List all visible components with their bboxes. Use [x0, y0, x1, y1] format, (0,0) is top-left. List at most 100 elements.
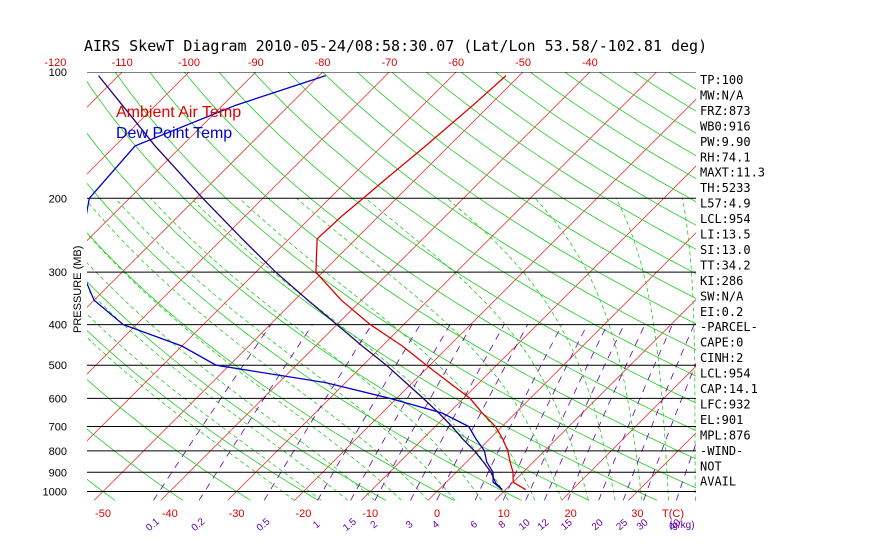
profile-dew-point-temp: [87, 74, 503, 491]
bottom-unit-label: T(C): [662, 508, 684, 520]
moist-adiabat-line: [239, 198, 536, 501]
moist-adiabat-line: [296, 197, 563, 501]
index-label: SI:13.0: [700, 243, 751, 257]
mixing-ratio-label: 8: [497, 519, 509, 531]
mixing-ratio-label: 2: [369, 519, 381, 531]
index-label: NOT: [700, 459, 722, 473]
moist-adiabat-line: [682, 198, 696, 501]
pressure-tick-label: 600: [49, 393, 67, 405]
dry-adiabat-line: [87, 478, 116, 501]
legend-dew-point-temp: Dew Point Temp: [116, 125, 232, 142]
mixing-ratio-line: [410, 324, 505, 501]
isotherm-line: [93, 72, 524, 501]
isotherm-line: [87, 72, 190, 175]
sounding-profiles: [87, 74, 527, 491]
mixing-ratio-labels: 0.1 0.2 0.5 1 1.5 2 3 4 6 8 10 12 15 20 25 30 40: [144, 516, 683, 534]
mixing-ratio-line: [153, 324, 272, 501]
dry-adiabat-line: [87, 330, 319, 501]
bottom-temp-tick-label: 30: [631, 508, 643, 520]
pressure-tick-label: 1000: [43, 487, 67, 499]
mixing-ratio-line: [374, 324, 473, 501]
mixing-ratio-lines: [153, 324, 696, 501]
index-label: CINH:2: [700, 351, 743, 365]
mixing-ratio-line: [544, 324, 625, 501]
index-label: TH:5233: [700, 181, 751, 195]
mixing-ratio-line: [436, 324, 529, 501]
index-label: MAXT:11.3: [700, 166, 765, 180]
chart-title: AIRS SkewT Diagram 2010-05-24/08:58:30.0…: [84, 37, 707, 55]
bottom-temp-tick-label: 10: [498, 508, 510, 520]
dry-adiabat-line: [460, 72, 696, 226]
dry-adiabat-line: [183, 72, 696, 432]
index-label: CAPE:0: [700, 336, 743, 350]
mixing-ratio-label: 10: [517, 517, 533, 533]
isotherm-line: [0, 72, 55, 500]
mixing-ratio-label: 6: [469, 519, 481, 531]
dry-adiabat-line: [287, 72, 696, 351]
mixing-ratio-label: 1: [311, 519, 323, 531]
y-axis-label: PRESSURE (MB): [72, 246, 84, 333]
pressure-tick-label: 100: [49, 67, 67, 79]
index-label: -WIND-: [700, 444, 743, 458]
bottom-temp-tick-label: -40: [162, 508, 178, 520]
mixing-ratio-line: [350, 324, 451, 501]
top-temp-tick-label: -60: [448, 57, 464, 69]
isotherm-line: [762, 72, 870, 500]
index-label: TP:100: [700, 73, 743, 87]
index-label: FRZ:873: [700, 104, 751, 118]
dry-adiabat-line: [87, 132, 590, 501]
mixing-ratio-label: 12: [536, 517, 552, 533]
dry-adiabat-line: [668, 72, 696, 90]
top-temp-tick-label: -70: [381, 57, 397, 69]
dry-adiabat-line: [253, 72, 696, 377]
moist-adiabat-line: [150, 198, 482, 501]
mixing-ratio-line: [643, 362, 696, 501]
moist-adiabat-line: [87, 288, 349, 501]
index-label: LI:13.5: [700, 228, 751, 242]
index-label: AVAIL: [700, 475, 736, 489]
pressure-tick-label: 800: [49, 446, 67, 458]
isotherm-line: [87, 72, 323, 308]
dry-adiabat-line: [87, 81, 658, 501]
top-temp-tick-label: -50: [515, 57, 531, 69]
mixing-ratio-line: [525, 324, 608, 501]
mixing-ratio-line: [567, 324, 646, 501]
mixing-ratio-line: [598, 324, 673, 501]
mixing-ratio-label: 0.2: [190, 516, 208, 534]
top-temperature-ticks: -120 -110 -100 -90 -80 -70 -60 -50 -40: [44, 57, 597, 69]
mixing-ratio-label: 25: [614, 517, 630, 533]
index-label: MW:N/A: [700, 88, 744, 102]
index-label: EI:0.2: [700, 305, 743, 319]
dry-adiabat-line: [633, 72, 696, 112]
moist-adiabat-line: [87, 336, 295, 501]
mixing-ratio-line: [263, 324, 373, 501]
index-label: WB0:916: [700, 119, 751, 133]
moist-adiabat-line: [87, 233, 402, 501]
mixing-ratio-label: 1.5: [341, 516, 359, 534]
isotherm-line: [427, 232, 696, 501]
dry-adiabat-line: [87, 379, 251, 501]
profile-ambient-air-temp: [315, 75, 527, 491]
index-label: KI:286: [700, 274, 743, 288]
isotherm-line: [227, 72, 657, 501]
moist-adiabat-lines: [87, 197, 696, 501]
index-label: SW:N/A: [700, 289, 744, 303]
index-label: LCL:954: [700, 367, 751, 381]
moist-adiabat-line: [87, 313, 322, 501]
index-label: PW:9.90: [700, 135, 751, 149]
top-temp-tick-label: -120: [44, 57, 66, 69]
pressure-tick-label: 700: [49, 422, 67, 434]
mixing-ratio-line: [198, 324, 313, 501]
dry-adiabat-line: [218, 72, 696, 404]
moist-adiabat-line: [87, 262, 375, 501]
pressure-tick-label: 900: [49, 467, 67, 479]
index-label: LCL:954: [700, 212, 751, 226]
bottom-temp-tick-label: -30: [229, 508, 245, 520]
dry-adiabat-line: [391, 72, 696, 275]
dry-adiabat-line: [87, 232, 454, 501]
bottom-temp-tick-label: -10: [362, 508, 378, 520]
dry-adiabat-lines: [87, 72, 696, 501]
mixing-ratio-line: [502, 324, 588, 501]
